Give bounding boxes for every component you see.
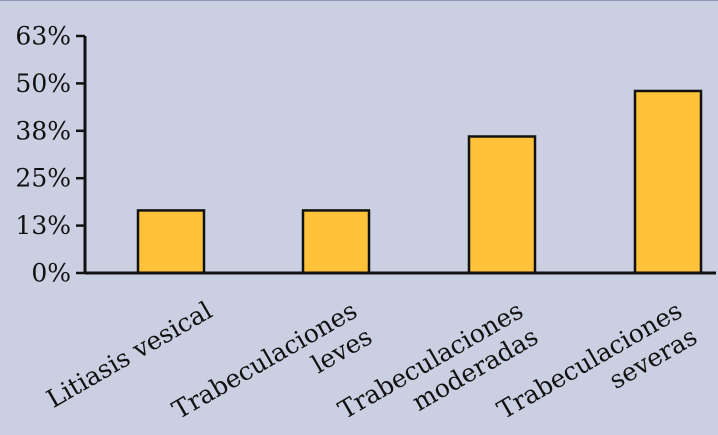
bars xyxy=(136,89,703,275)
y-tick-label: 63% xyxy=(15,22,71,51)
y-axis-ticks: 0% 13% 25% 38% 50% 63% xyxy=(15,22,85,288)
bar xyxy=(467,135,537,275)
y-tick-label: 25% xyxy=(15,164,71,193)
bar xyxy=(633,89,703,275)
y-tick-label: 13% xyxy=(15,211,71,240)
y-tick-label: 50% xyxy=(15,69,71,98)
bar xyxy=(301,209,371,275)
y-tick-label: 0% xyxy=(31,259,71,288)
y-tick-label: 38% xyxy=(15,116,71,145)
bar xyxy=(136,209,206,275)
x-axis-labels: Litiasis vesicalTrabeculacioneslevesTrab… xyxy=(42,296,702,425)
